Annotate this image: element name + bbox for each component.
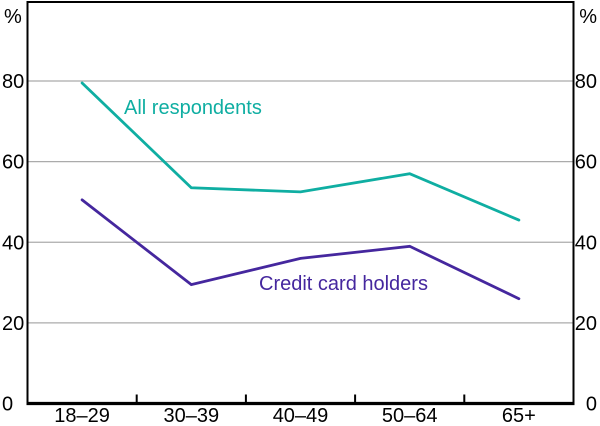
series-line-credit-card-holders bbox=[80, 198, 521, 301]
series-label-credit-card-holders: Credit card holders bbox=[259, 273, 428, 295]
y-tick-label-left-20: 20 bbox=[2, 313, 24, 335]
y-tick-label-left-60: 60 bbox=[2, 152, 24, 174]
x-tick-label-1: 30–39 bbox=[163, 405, 219, 426]
percent-symbol-left: % bbox=[4, 6, 22, 28]
percent-symbol-right: % bbox=[579, 6, 597, 28]
x-tick-label-2: 40–49 bbox=[273, 405, 329, 426]
y-tick-label-left-0: 0 bbox=[2, 394, 13, 416]
y-tick-label-left-80: 80 bbox=[2, 71, 24, 93]
y-tick-label-right-60: 60 bbox=[575, 152, 597, 174]
y-tick-label-right-20: 20 bbox=[575, 313, 597, 335]
x-tick-label-4: 65+ bbox=[502, 405, 536, 426]
series-label-all-respondents: All respondents bbox=[124, 97, 262, 119]
y-tick-label-right-80: 80 bbox=[575, 71, 597, 93]
plot-frame bbox=[26, 1, 575, 405]
x-tick-label-0: 18–29 bbox=[54, 405, 110, 426]
series-line-all-respondents bbox=[80, 81, 521, 222]
y-tick-label-right-40: 40 bbox=[575, 232, 597, 254]
y-tick-label-right-0: 0 bbox=[586, 394, 597, 416]
y-tick-label-left-40: 40 bbox=[2, 232, 24, 254]
x-tick-label-3: 50–64 bbox=[382, 405, 438, 426]
